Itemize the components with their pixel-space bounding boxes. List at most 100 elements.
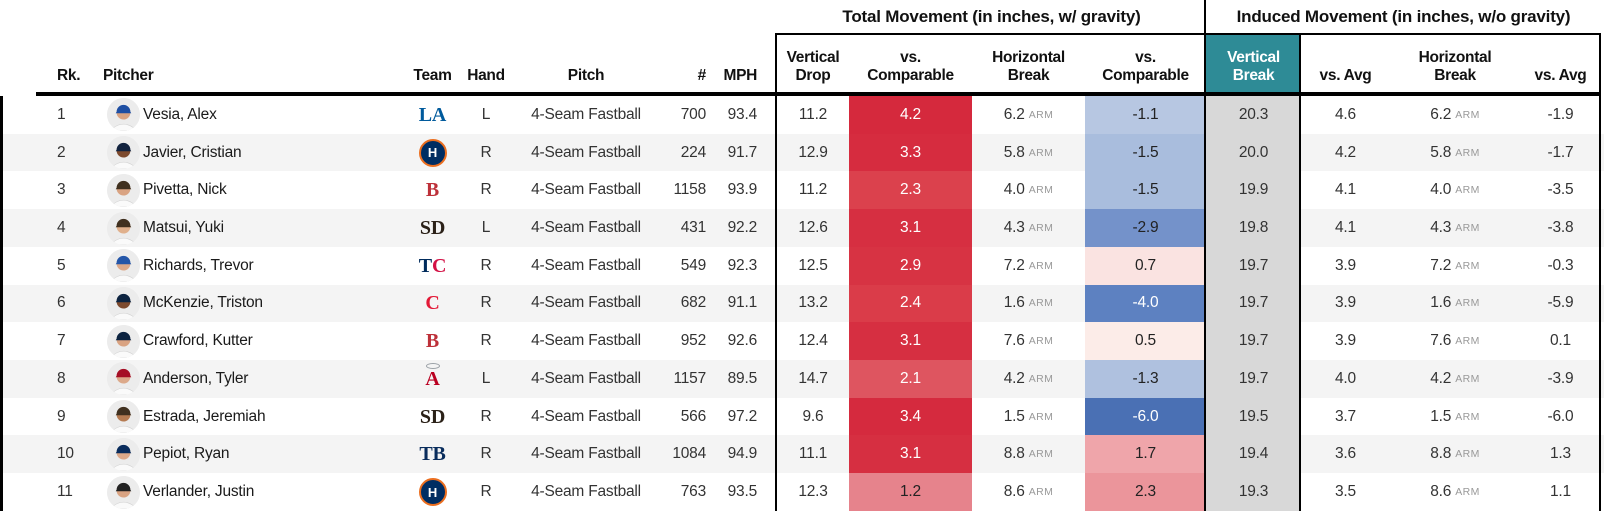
pitcher-name[interactable]: Javier, Cristian	[143, 143, 242, 161]
hand-cell: R	[480, 143, 492, 161]
column-header-vertical-break-selected[interactable]: Vertical Break	[1206, 33, 1301, 92]
vertical-break-cell: 19.7	[1206, 322, 1301, 361]
column-header-count[interactable]: #	[697, 67, 707, 85]
column-header-vs-comparable-horizontal[interactable]: vs. Comparable	[1102, 49, 1189, 85]
arm-side-label: ARM	[1028, 448, 1054, 461]
arm-side-label: ARM	[1455, 146, 1480, 159]
column-header-vs-avg-vertical[interactable]: vs. Avg	[1319, 67, 1372, 85]
player-avatar	[106, 98, 140, 132]
rank-cell: 9	[57, 407, 66, 425]
arm-side-label: ARM	[1455, 222, 1480, 235]
pitcher-name[interactable]: Anderson, Tyler	[143, 369, 249, 387]
pitcher-name[interactable]: Matsui, Yuki	[143, 219, 224, 237]
pitcher-name[interactable]: Pepiot, Ryan	[143, 445, 230, 463]
pitcher-name[interactable]: Pivetta, Nick	[143, 181, 227, 199]
horizontal-break-induced-cell: 1.5 ARM	[1430, 407, 1480, 425]
vs-comparable-horizontal-cell: -1.5	[1085, 171, 1206, 210]
player-avatar	[106, 475, 140, 509]
team-logo: TB	[419, 443, 446, 466]
column-header-team[interactable]: Team	[413, 67, 452, 85]
horizontal-break-induced-cell: 4.0 ARM	[1430, 181, 1480, 199]
horizontal-break-total-cell: 6.2 ARM	[1003, 105, 1054, 123]
table-row: 9 Estrada, Jeremiah SD R 4-Seam Fastball…	[0, 397, 1604, 436]
column-header-pitch[interactable]: Pitch	[567, 67, 605, 85]
pitcher-name[interactable]: Richards, Trevor	[143, 256, 254, 274]
vs-avg-vertical-cell: 4.6	[1335, 105, 1356, 123]
column-header-mph[interactable]: MPH	[723, 67, 757, 85]
player-silhouette-icon	[106, 324, 140, 358]
vertical-drop-cell: 11.1	[798, 445, 828, 463]
player-avatar	[106, 173, 140, 207]
pitch-count-cell: 1157	[673, 369, 706, 387]
hand-cell: R	[480, 483, 492, 501]
pitcher-name[interactable]: McKenzie, Triston	[143, 294, 263, 312]
pitcher-name[interactable]: Vesia, Alex	[143, 105, 217, 123]
column-header-vertical-drop[interactable]: Vertical Drop	[786, 49, 840, 85]
hand-cell: L	[481, 369, 491, 387]
table-row: 11 Verlander, Justin H R 4-Seam Fastball…	[0, 473, 1604, 511]
table-row: 4 Matsui, Yuki SD L 4-Seam Fastball 431 …	[0, 209, 1604, 247]
column-header-horizontal-break-total[interactable]: Horizontal Break	[992, 49, 1065, 85]
vs-comparable-horizontal-cell: -1.3	[1085, 360, 1206, 398]
pitch-count-cell: 431	[680, 219, 706, 237]
team-logo: C	[425, 292, 440, 315]
team-cell: H	[405, 134, 460, 172]
player-avatar	[106, 286, 140, 320]
horizontal-break-total-cell: 7.6 ARM	[1003, 332, 1054, 350]
vs-avg-horizontal-cell: -3.5	[1547, 181, 1574, 199]
column-header-vs-avg-horizontal[interactable]: vs. Avg	[1534, 67, 1587, 85]
player-avatar	[106, 249, 140, 283]
arm-side-label: ARM	[1455, 184, 1480, 197]
player-silhouette-icon	[106, 136, 140, 170]
column-header-hand[interactable]: Hand	[467, 67, 505, 85]
column-header-row: Rk. Pitcher Team Hand Pitch # MPH Vertic…	[0, 33, 1604, 92]
column-header-vs-comparable-vertical[interactable]: vs. Comparable	[867, 49, 954, 85]
table-row: 2 Javier, Cristian H R 4-Seam Fastball 2…	[0, 133, 1604, 172]
vs-avg-vertical-cell: 4.1	[1335, 181, 1356, 199]
vs-avg-horizontal-cell: -0.3	[1547, 256, 1574, 274]
arm-side-label: ARM	[1028, 486, 1054, 499]
rank-cell: 6	[57, 294, 66, 312]
group-header-induced-movement: Induced Movement (in inches, w/o gravity…	[1236, 7, 1571, 26]
column-header-pitcher[interactable]: Pitcher	[103, 67, 154, 85]
team-cell: B	[405, 171, 460, 209]
rank-cell: 5	[57, 256, 66, 274]
pitch-count-cell: 1158	[673, 181, 706, 199]
column-header-horizontal-break-induced[interactable]: Horizontal Break	[1418, 49, 1492, 85]
pitcher-name[interactable]: Verlander, Justin	[143, 483, 255, 501]
pitcher-name[interactable]: Estrada, Jeremiah	[143, 407, 266, 425]
team-cell: SD	[405, 398, 460, 436]
vs-avg-horizontal-cell: -1.7	[1547, 143, 1574, 161]
pitch-type-cell: 4-Seam Fastball	[531, 445, 641, 463]
pitch-count-cell: 566	[680, 407, 706, 425]
arm-side-label: ARM	[1455, 410, 1480, 423]
rank-cell: 4	[57, 219, 66, 237]
player-photo-cell	[103, 171, 143, 209]
column-header-rank[interactable]: Rk.	[57, 67, 81, 85]
pitcher-name[interactable]: Crawford, Kutter	[143, 332, 253, 350]
player-photo-cell	[103, 435, 143, 473]
player-silhouette-icon	[106, 475, 140, 509]
player-avatar	[106, 400, 140, 434]
horizontal-break-induced-cell: 8.6 ARM	[1430, 483, 1480, 501]
player-photo-cell	[103, 360, 143, 398]
team-logo: SD	[419, 405, 446, 428]
hand-cell: R	[480, 445, 492, 463]
team-cell: H	[405, 473, 460, 511]
pitch-type-cell: 4-Seam Fastball	[531, 369, 641, 387]
rank-cell: 3	[57, 181, 66, 199]
hand-cell: R	[480, 407, 492, 425]
vertical-break-cell: 19.8	[1206, 209, 1301, 247]
team-cell: LA	[405, 96, 460, 134]
pitch-type-cell: 4-Seam Fastball	[531, 181, 641, 199]
player-silhouette-icon	[106, 437, 140, 471]
vertical-drop-cell: 11.2	[798, 105, 828, 123]
player-photo-cell	[103, 285, 143, 323]
vs-avg-horizontal-cell: -1.9	[1547, 105, 1574, 123]
vertical-break-cell: 19.7	[1206, 360, 1301, 398]
rank-cell: 8	[57, 369, 66, 387]
vs-comparable-vertical-cell: 2.1	[849, 360, 972, 398]
player-photo-cell	[103, 473, 143, 511]
vertical-break-cell: 20.0	[1206, 133, 1301, 172]
